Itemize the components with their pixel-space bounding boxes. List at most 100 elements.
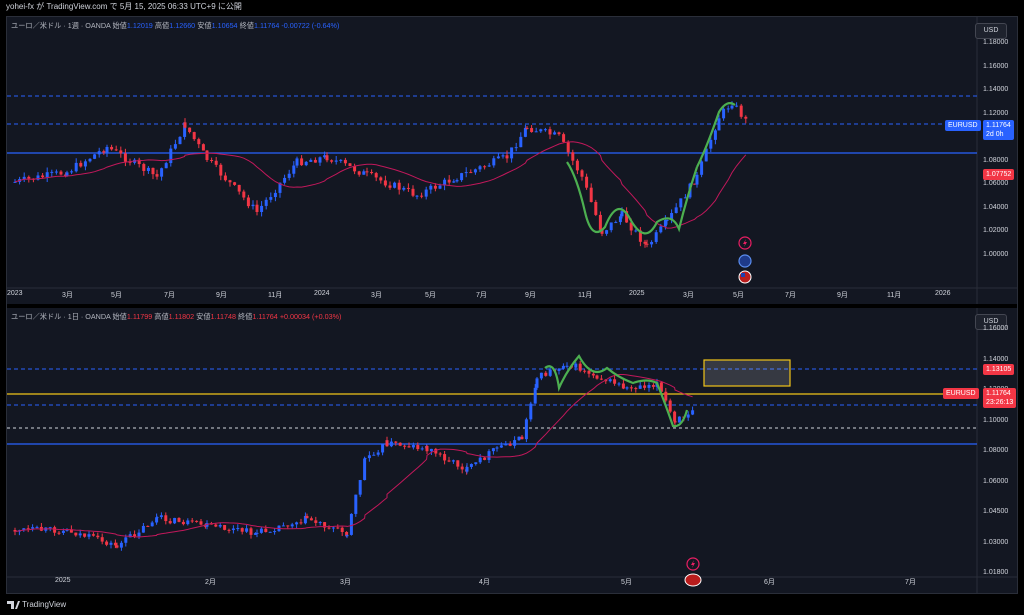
weekly-pane[interactable]: ユーロ／米ドル · 1週 · OANDA 始値1.12019 高値1.12660… bbox=[7, 17, 1017, 304]
candle-body bbox=[128, 161, 132, 163]
candle-body bbox=[429, 448, 433, 452]
candle-body bbox=[183, 122, 187, 128]
candle-body bbox=[102, 151, 106, 153]
moving-average-line bbox=[14, 141, 747, 229]
us-flag-icon[interactable] bbox=[684, 573, 702, 587]
weekly-event-icons[interactable] bbox=[737, 235, 753, 285]
candle-body bbox=[35, 526, 39, 528]
weekly-chart[interactable] bbox=[7, 17, 1017, 304]
daily-currency-button[interactable]: USD bbox=[975, 314, 1007, 330]
candle-body bbox=[363, 458, 367, 481]
publish-header: yohei-fx が TradingView.com で 5月 15, 2025… bbox=[0, 0, 1024, 14]
candle-body bbox=[565, 365, 569, 367]
price-tick-label: 1.06000 bbox=[983, 477, 1009, 485]
candle-body bbox=[478, 166, 482, 170]
daily-event-icons[interactable] bbox=[683, 556, 703, 590]
candle-body bbox=[164, 515, 168, 522]
candle-body bbox=[57, 532, 61, 534]
candle-body bbox=[483, 166, 487, 168]
candle-body bbox=[100, 537, 104, 542]
candle-body bbox=[299, 522, 303, 524]
candle-body bbox=[65, 529, 69, 531]
target-zone-box bbox=[703, 359, 791, 387]
candle-body bbox=[650, 241, 654, 245]
candle-body bbox=[713, 130, 717, 140]
candle-body bbox=[535, 378, 539, 388]
candle-body bbox=[218, 525, 222, 527]
candle-body bbox=[594, 201, 598, 215]
candle-body bbox=[363, 458, 367, 460]
candle-body bbox=[236, 528, 240, 530]
candle-body bbox=[36, 175, 40, 180]
tradingview-footer: TradingView bbox=[0, 595, 1024, 615]
candle-body bbox=[83, 533, 87, 537]
candle-body bbox=[69, 529, 73, 533]
candle-body bbox=[259, 528, 263, 533]
candle-body bbox=[566, 141, 570, 153]
candle-body bbox=[331, 527, 335, 529]
candle-body bbox=[173, 144, 177, 149]
close-value: 1.11764 bbox=[252, 312, 278, 321]
candle-body bbox=[673, 420, 677, 423]
candle-body bbox=[452, 181, 456, 183]
candle-body bbox=[339, 159, 343, 161]
candle-body bbox=[109, 542, 113, 545]
eu-flag-icon[interactable] bbox=[738, 254, 752, 268]
daily-price-value: 1.11764 bbox=[986, 390, 1011, 397]
candle-body bbox=[354, 494, 358, 514]
candle-body bbox=[434, 448, 438, 454]
weekly-currency-button[interactable]: USD bbox=[975, 23, 1007, 39]
candle-body bbox=[292, 165, 296, 174]
moving-average-line bbox=[14, 374, 693, 538]
price-tick-label: 1.06000 bbox=[983, 180, 1009, 187]
candle-body bbox=[505, 155, 509, 159]
candle-body bbox=[141, 525, 145, 533]
candle-body bbox=[668, 400, 672, 412]
candle-body bbox=[281, 525, 285, 527]
candle-body bbox=[123, 153, 127, 162]
candle-body bbox=[197, 139, 201, 145]
candle-body bbox=[629, 387, 633, 389]
time-tick-label: 5月 bbox=[621, 579, 632, 586]
candle-body bbox=[70, 171, 74, 173]
close-label: 終値 bbox=[237, 312, 253, 321]
time-tick-label: 2024 bbox=[314, 290, 330, 297]
candle-body bbox=[647, 385, 651, 388]
candle-body bbox=[548, 129, 552, 135]
candle-body bbox=[613, 379, 617, 384]
candle-body bbox=[700, 161, 704, 175]
candle-body bbox=[709, 139, 713, 149]
low-label: 安値 bbox=[196, 312, 211, 321]
candle-body bbox=[219, 164, 223, 176]
daily-pane[interactable]: ユーロ／米ドル · 1日 · OANDA 始値1.11799 高値1.11802… bbox=[7, 308, 1017, 607]
candle-body bbox=[519, 136, 523, 148]
candle-body bbox=[357, 171, 361, 175]
candle-body bbox=[119, 150, 123, 154]
candle-body bbox=[142, 164, 146, 171]
daily-price-tag: 1.11764 23:26:13 bbox=[983, 388, 1017, 408]
candle-body bbox=[634, 388, 638, 390]
candle-body bbox=[240, 528, 244, 532]
candle-body bbox=[54, 171, 58, 173]
candle-body bbox=[406, 187, 410, 189]
daily-chart[interactable] bbox=[7, 308, 1017, 593]
candle-body bbox=[233, 182, 237, 185]
candle-body bbox=[625, 387, 629, 389]
pane-separator[interactable] bbox=[7, 304, 1017, 308]
candle-body bbox=[608, 379, 612, 382]
candle-body bbox=[420, 448, 424, 450]
high-value: 1.12660 bbox=[169, 21, 196, 30]
price-tick-label: 1.12000 bbox=[983, 109, 1009, 117]
candle-body bbox=[504, 443, 508, 446]
time-tick-label: 5月 bbox=[425, 292, 436, 299]
candle-body bbox=[253, 533, 257, 535]
candle-body bbox=[686, 414, 690, 418]
change-value: +0.00034 (+0.03%) bbox=[279, 312, 342, 321]
lightning-icon bbox=[691, 560, 695, 568]
candle-body bbox=[722, 108, 726, 119]
candle-body bbox=[93, 154, 97, 159]
candle-body bbox=[146, 167, 150, 171]
candle-body bbox=[383, 180, 387, 186]
candle-body bbox=[523, 127, 527, 137]
candle-body bbox=[290, 524, 294, 527]
